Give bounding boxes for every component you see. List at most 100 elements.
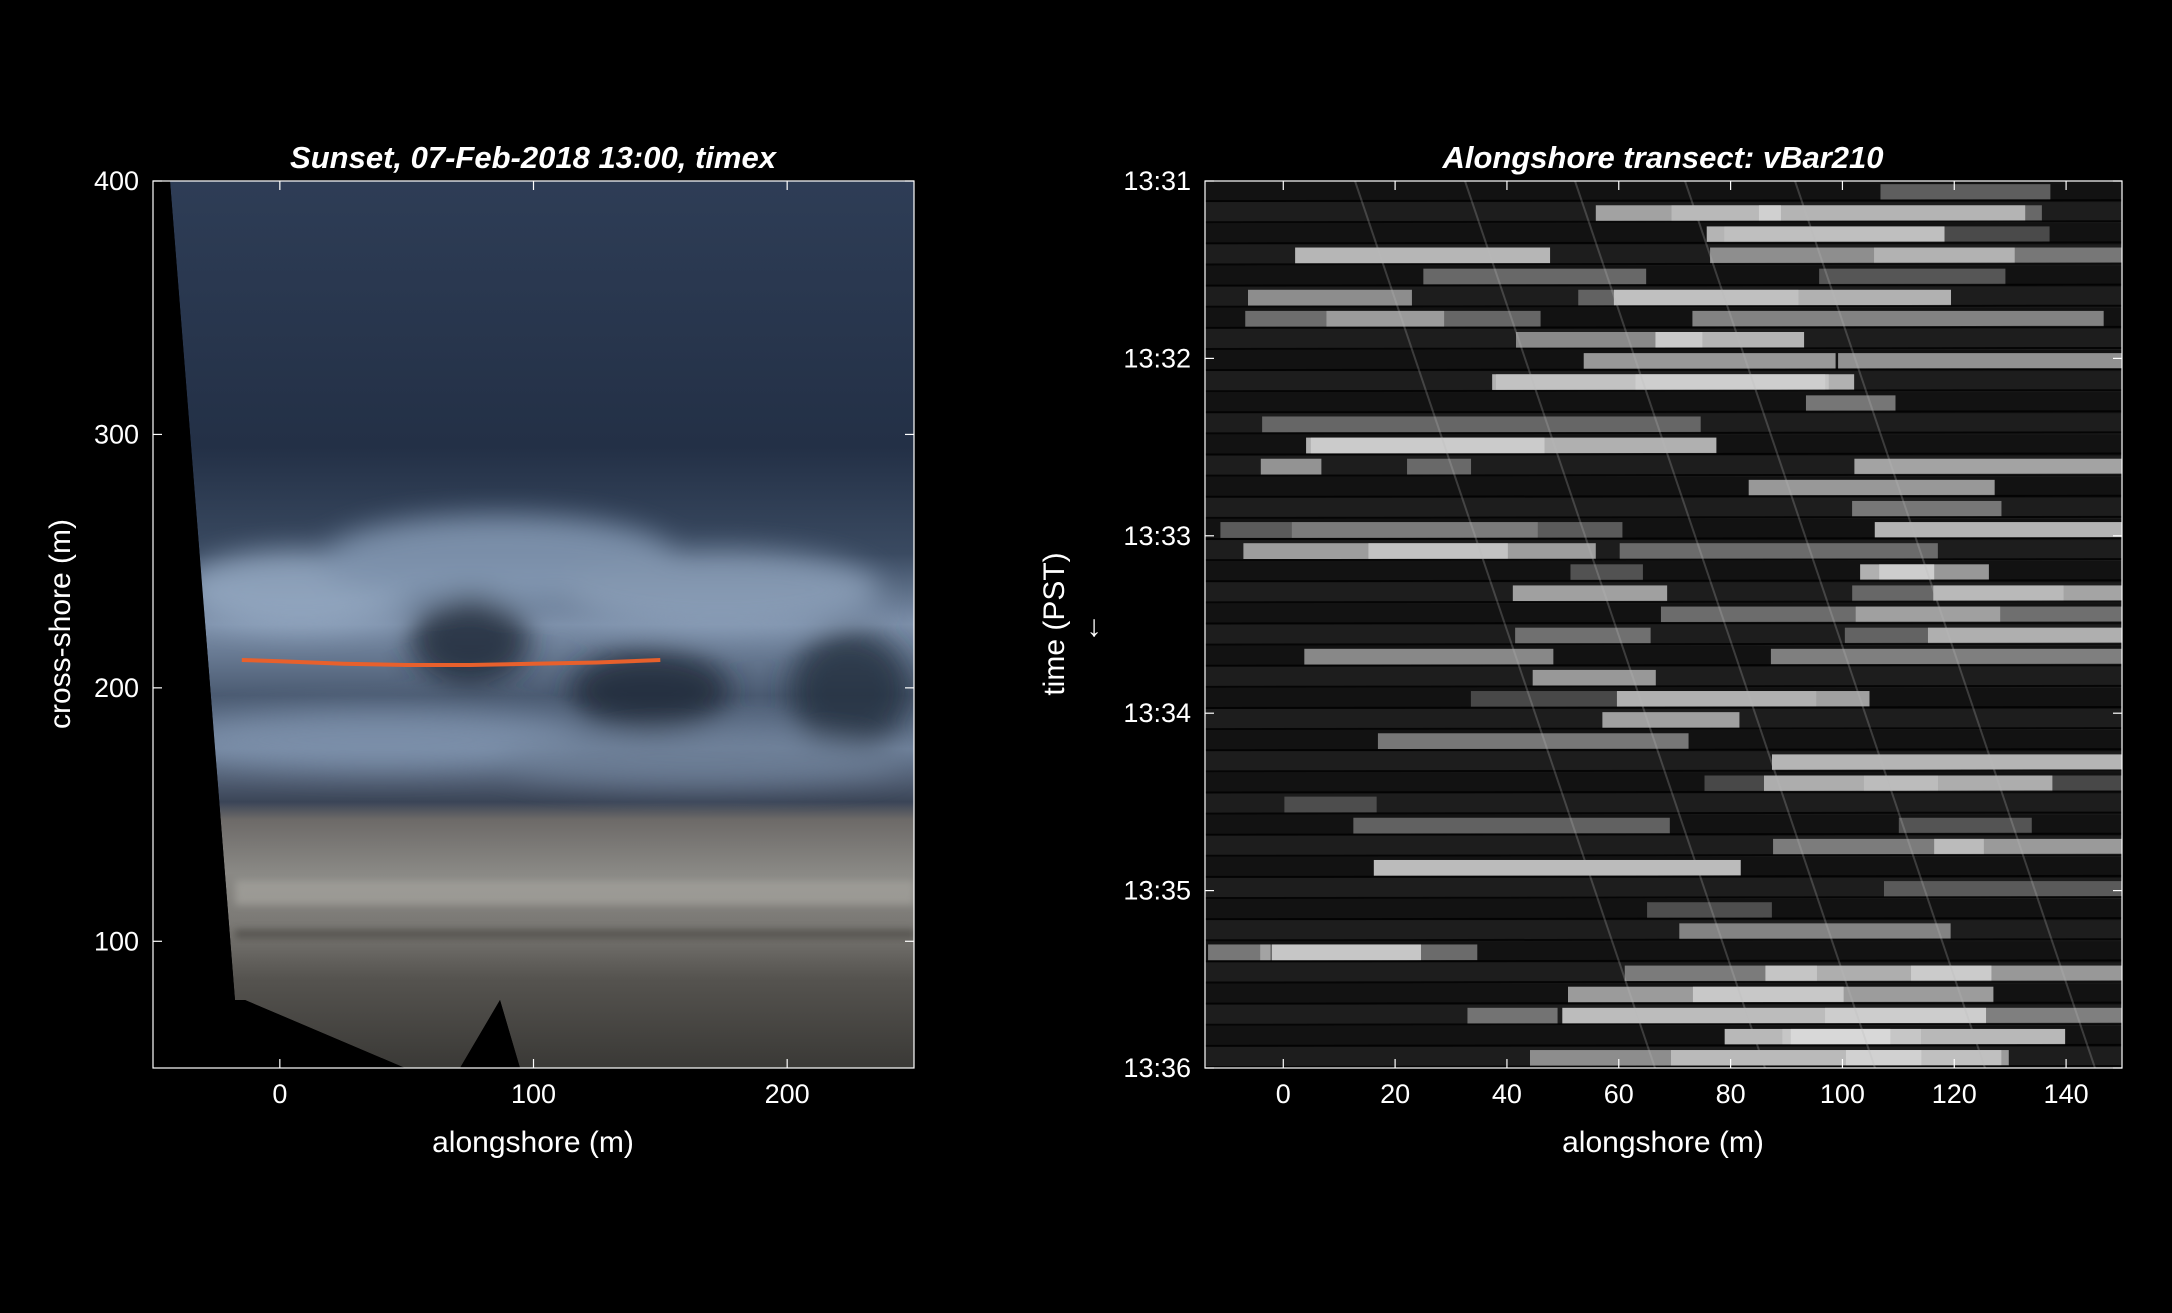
foam-streak	[1863, 775, 1938, 792]
foam-streak	[1377, 733, 1689, 750]
foam-streak	[1838, 353, 2122, 369]
stack-row	[1205, 899, 2122, 921]
stack-row	[1205, 265, 2122, 287]
left-xtick-label: 100	[511, 1079, 556, 1109]
left-ticks: 0 100 200 100 200 300 400	[94, 166, 914, 1109]
stack-row-edge	[1205, 896, 2122, 900]
right-axes-box	[1204, 180, 2123, 1069]
right-ytick-label: 13:31	[1123, 166, 1191, 196]
stack-row	[1205, 835, 2122, 857]
stack-row-edge	[1205, 1001, 2122, 1005]
foam-streak	[1845, 1050, 2009, 1066]
stack-row-edge	[1205, 684, 2122, 688]
right-xtick-label: 20	[1380, 1079, 1410, 1109]
right-xtick-label: 80	[1716, 1079, 1746, 1109]
foam-streak	[1911, 965, 2122, 982]
foam-streak	[1570, 564, 1643, 581]
stack-row	[1205, 666, 2122, 688]
foam-streak	[1880, 184, 2051, 201]
foam-streak	[1647, 902, 1772, 919]
stack-row-edge	[1205, 515, 2122, 519]
foam-streak	[1595, 205, 1781, 222]
wave-track	[1794, 181, 2096, 1068]
stack-row	[1205, 624, 2122, 646]
foam-streak	[1655, 332, 1805, 348]
right-ytick-label: 13:35	[1123, 876, 1191, 906]
foam-streak	[1624, 965, 1817, 982]
stack-row-edge	[1205, 811, 2122, 815]
foam-streak	[1660, 606, 2001, 623]
foam-streak	[1758, 205, 2026, 222]
foam-streak	[1933, 585, 2122, 602]
stack-row-edge	[1205, 959, 2122, 963]
foam-streak	[1373, 859, 1741, 876]
stack-row-edge	[1205, 304, 2122, 308]
foam-streak	[1512, 585, 1668, 602]
stack-row-edge	[1205, 558, 2122, 562]
transect-line	[241, 658, 661, 667]
stack-row-edge	[1205, 1022, 2122, 1026]
foam-streak	[1855, 606, 2122, 623]
foam-streak	[1284, 796, 1377, 813]
foam-streak	[1616, 691, 1870, 707]
stack-row-edge	[1205, 494, 2122, 498]
foam-streak	[1763, 775, 2053, 792]
stack-row	[1205, 920, 2122, 942]
stack-row-edge	[1205, 727, 2122, 731]
stack-row-edge	[1205, 748, 2122, 752]
stack-row-edge	[1205, 537, 2122, 541]
foam-streak	[1272, 944, 1422, 961]
stack-row-edge	[1205, 790, 2122, 794]
left-title: Sunset, 07-Feb-2018 13:00, timex	[290, 140, 778, 175]
foam-streak	[1692, 310, 2104, 327]
stack-row-edge	[1205, 663, 2122, 667]
foam-streak	[1291, 522, 1538, 538]
foam-streak	[1306, 437, 1717, 454]
foam-streak	[1790, 1028, 1891, 1045]
left-xlabel: alongshore (m)	[432, 1126, 634, 1159]
stack-row-edge	[1205, 1065, 2122, 1068]
stack-row	[1205, 497, 2122, 519]
stack-row-edge	[1205, 769, 2122, 773]
stack-row-edge	[1205, 368, 2122, 372]
stack-row-edge	[1205, 325, 2122, 329]
foam-streak	[1583, 353, 1836, 369]
foam-streak	[1515, 627, 1651, 644]
foam-streak	[1532, 669, 1656, 686]
stack-row-edge	[1205, 917, 2122, 921]
foam-streak	[1467, 1007, 1558, 1024]
foam-streak	[1844, 627, 2122, 644]
foam-streak	[1710, 247, 2015, 264]
foam-streak	[1208, 944, 1271, 961]
left-ytick-label: 400	[94, 166, 139, 196]
stack-row-edge	[1205, 621, 2122, 625]
left-ylabel: cross-shore (m)	[44, 519, 77, 729]
left-xtick-label: 0	[272, 1079, 287, 1109]
stack-row-edge	[1205, 262, 2122, 266]
right-ylabel: time (PST)	[1038, 552, 1071, 695]
stack-row	[1205, 181, 2122, 203]
foam-streak	[1692, 986, 1994, 1003]
foam-streak	[1819, 268, 2006, 285]
stack-row-edge	[1205, 832, 2122, 836]
right-xtick-label: 60	[1604, 1079, 1634, 1109]
wave-track	[1464, 181, 1766, 1068]
stack-row	[1205, 941, 2122, 963]
foam-streak	[1852, 500, 2002, 517]
foam-streak	[1602, 712, 1740, 728]
right-ytick-label: 13:34	[1123, 698, 1191, 728]
foam-streak	[1243, 543, 1596, 560]
stack-row	[1205, 392, 2122, 414]
right-title: Alongshore transect: vBar210	[1441, 140, 1883, 175]
foam-streak	[1771, 754, 2122, 771]
foam-streak	[1470, 691, 1817, 707]
stack-row	[1205, 793, 2122, 815]
foam-streak	[1883, 881, 2122, 897]
foam-streak	[1671, 205, 2042, 222]
foam-streak	[1492, 374, 1855, 391]
stack-row-edge	[1205, 410, 2122, 414]
right-xtick-label: 40	[1492, 1079, 1522, 1109]
stack-row-edge	[1205, 642, 2122, 646]
foam-streak	[1353, 817, 1670, 834]
stack-row-edge	[1205, 980, 2122, 984]
